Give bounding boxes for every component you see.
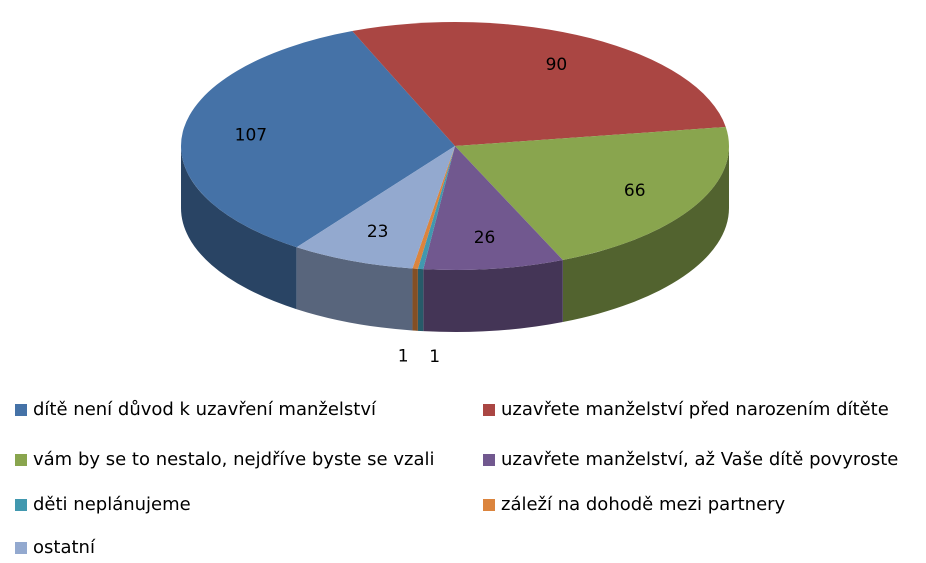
legend-label: vám by se to nestalo, nejdříve byste se …	[33, 449, 434, 470]
legend-swatch	[15, 454, 27, 466]
pie-side	[423, 259, 563, 332]
legend-label: dítě není důvod k uzavření manželství	[33, 399, 377, 420]
pie-side	[417, 268, 424, 332]
legend-swatch	[15, 404, 27, 416]
data-label: 1	[429, 347, 440, 367]
data-label: 107	[235, 125, 267, 145]
pie-side	[562, 146, 729, 322]
legend-swatch	[483, 454, 495, 466]
legend-swatch	[15, 499, 27, 511]
pie-slice	[296, 146, 455, 269]
data-label: 66	[624, 181, 646, 201]
data-label: 23	[367, 222, 389, 242]
legend-label: uzavřete manželství, až Vaše dítě povyro…	[501, 449, 898, 470]
data-label: 26	[474, 228, 496, 248]
pie-slice	[417, 146, 455, 270]
pie-slice	[412, 146, 455, 269]
legend-label: děti neplánujeme	[33, 494, 191, 515]
legend-swatch	[483, 404, 495, 416]
pie-slice	[352, 22, 726, 146]
pie-side	[181, 146, 297, 310]
legend-label: záleží na dohodě mezi partnery	[501, 494, 786, 515]
data-label: 1	[398, 347, 409, 367]
data-label: 90	[546, 55, 568, 75]
pie-slice	[455, 126, 730, 260]
legend-swatch	[483, 499, 495, 511]
legend-label: uzavřete manželství před narozením dítět…	[501, 399, 889, 420]
legend-swatch	[15, 542, 27, 554]
pie-side	[296, 247, 413, 331]
pie-slice	[181, 31, 455, 248]
pie-side	[412, 268, 418, 331]
pie-slice	[423, 146, 563, 270]
legend-label: ostatní	[33, 537, 96, 558]
